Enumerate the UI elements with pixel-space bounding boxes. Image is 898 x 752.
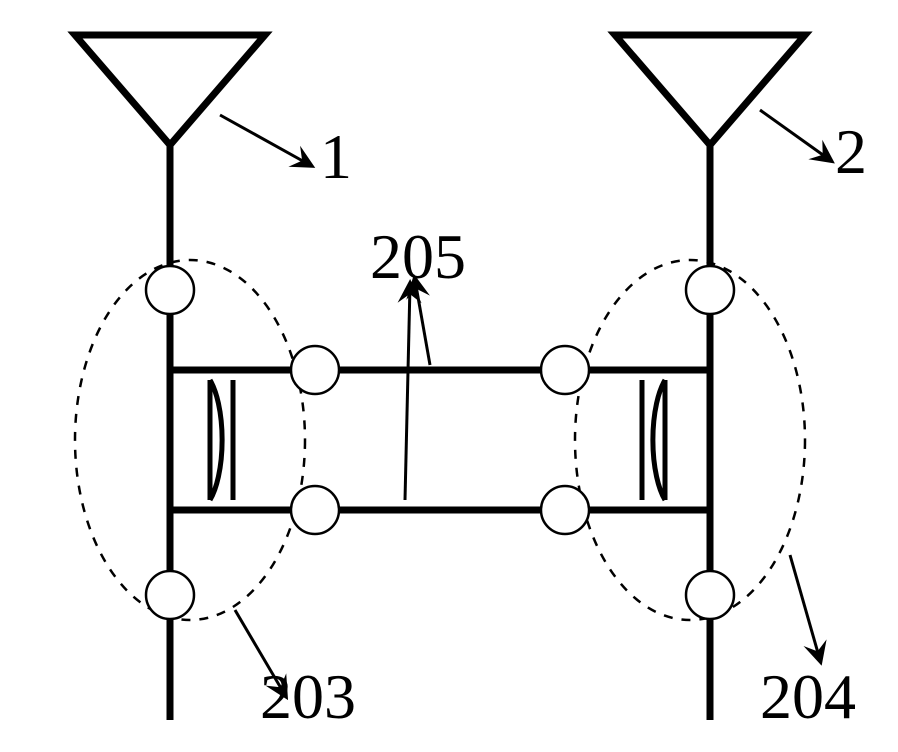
node-circle-3 — [541, 346, 589, 394]
label-two03: 203 — [260, 660, 356, 734]
antenna-left — [75, 35, 265, 145]
label-two05: 205 — [370, 220, 466, 294]
dashed-ellipse-right — [575, 260, 805, 620]
label-two04: 204 — [760, 660, 856, 734]
node-circle-2 — [291, 346, 339, 394]
node-circle-0 — [146, 266, 194, 314]
node-circle-4 — [291, 486, 339, 534]
label-one: 1 — [320, 120, 352, 194]
node-circle-5 — [541, 486, 589, 534]
arrow-label-205-1 — [405, 285, 410, 500]
antenna-right — [615, 35, 805, 145]
dashed-ellipse-left — [75, 260, 305, 620]
node-circle-1 — [686, 266, 734, 314]
arrow-label-204 — [790, 555, 820, 660]
node-circle-6 — [146, 571, 194, 619]
arrow-label-1 — [220, 115, 310, 165]
node-circle-7 — [686, 571, 734, 619]
arrow-label-2 — [760, 110, 830, 160]
label-two: 2 — [835, 115, 867, 189]
